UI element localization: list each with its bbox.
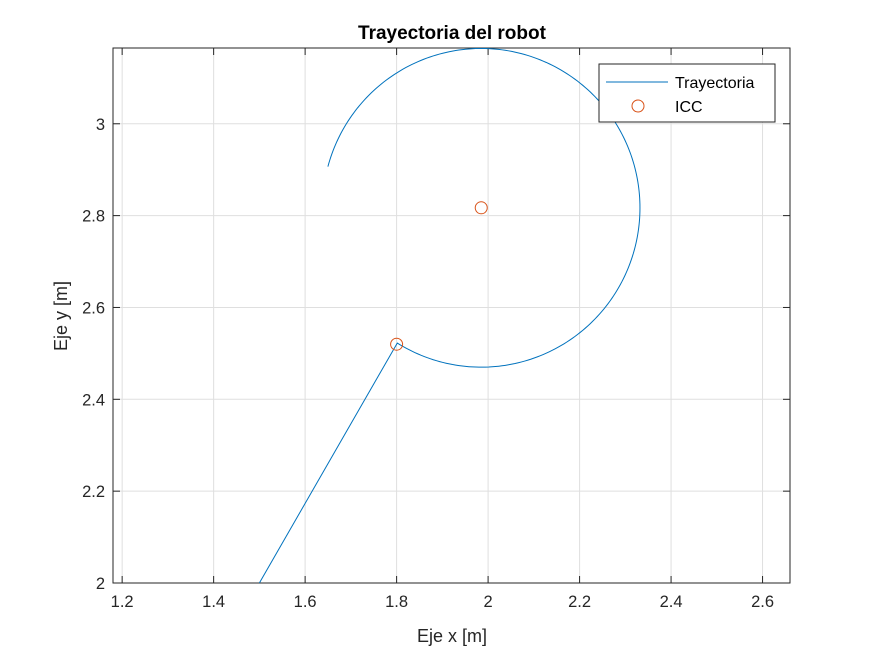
- legend-label-icc: ICC: [675, 99, 703, 116]
- y-tick-label: 3: [96, 116, 105, 134]
- x-axis-label: Eje x [m]: [417, 626, 487, 646]
- legend-label-trayectoria: Trayectoria: [675, 75, 755, 92]
- x-tick-label: 2.4: [660, 593, 683, 611]
- legend-box: [598, 63, 776, 123]
- icc-marker: [474, 201, 488, 215]
- x-tick-label: 2.2: [568, 593, 591, 611]
- y-tick-label: 2.6: [82, 299, 105, 317]
- y-tick-label: 2.2: [82, 483, 105, 501]
- y-tick-label: 2.4: [82, 391, 105, 409]
- y-axis-ticks: 2 2.2 2.4 2.6 2.8 3: [82, 116, 790, 593]
- x-tick-label: 1.4: [202, 593, 225, 611]
- legend-marker-sample: [631, 99, 645, 113]
- x-tick-label: 2.6: [751, 593, 774, 611]
- x-axis-ticks: 1.2 1.4 1.6 1.8 2 2.2 2.4 2.6: [111, 48, 774, 611]
- x-tick-label: 1.6: [294, 593, 317, 611]
- axes: [112, 47, 791, 584]
- series-layer: [258, 48, 641, 583]
- x-tick-label: 2: [484, 593, 493, 611]
- y-tick-label: 2.8: [82, 208, 105, 226]
- trajectory-line: [258, 48, 641, 583]
- icc-marker: [390, 337, 404, 351]
- y-tick-label: 2: [96, 575, 105, 593]
- legend: Trayectoria ICC: [598, 63, 776, 123]
- axes-box: [112, 47, 791, 584]
- plot-area: [113, 48, 790, 583]
- x-tick-label: 1.2: [111, 593, 134, 611]
- y-axis-label: Eje y [m]: [51, 281, 71, 351]
- x-tick-label: 1.8: [385, 593, 408, 611]
- chart-title: Trayectoria del robot: [358, 23, 547, 44]
